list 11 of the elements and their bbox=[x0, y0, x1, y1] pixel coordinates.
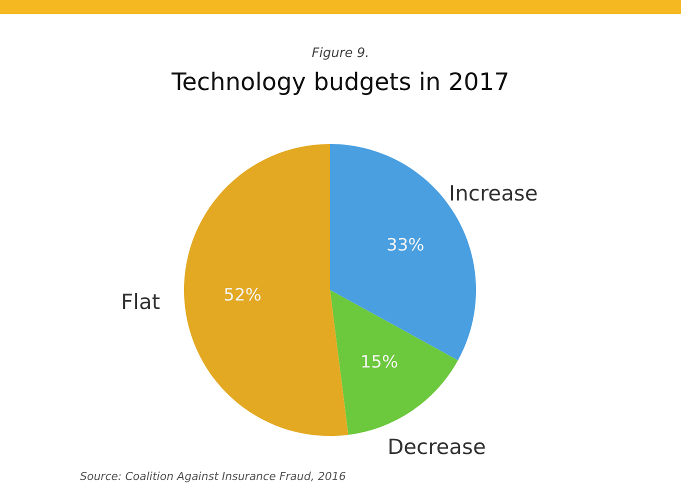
data-label: 52% bbox=[224, 286, 262, 306]
source-note: Source: Coalition Against Insurance Fraud, 2016 bbox=[80, 470, 346, 483]
slice-label: Flat bbox=[121, 290, 160, 314]
chart-title: Technology budgets in 2017 bbox=[170, 68, 510, 96]
chart-subtitle: Figure 9. bbox=[310, 46, 370, 61]
data-label: 15% bbox=[360, 352, 398, 372]
data-label: 33% bbox=[386, 235, 424, 256]
slice-label: Increase bbox=[448, 181, 538, 206]
pie-slice bbox=[184, 144, 348, 436]
pie-slice bbox=[330, 290, 458, 435]
slice-label: Decrease bbox=[387, 434, 486, 459]
